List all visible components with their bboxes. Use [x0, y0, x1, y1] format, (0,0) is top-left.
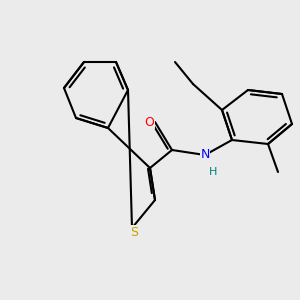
- Text: S: S: [130, 226, 138, 238]
- Text: O: O: [144, 116, 154, 128]
- Text: N: N: [200, 148, 210, 161]
- Text: H: H: [209, 167, 217, 177]
